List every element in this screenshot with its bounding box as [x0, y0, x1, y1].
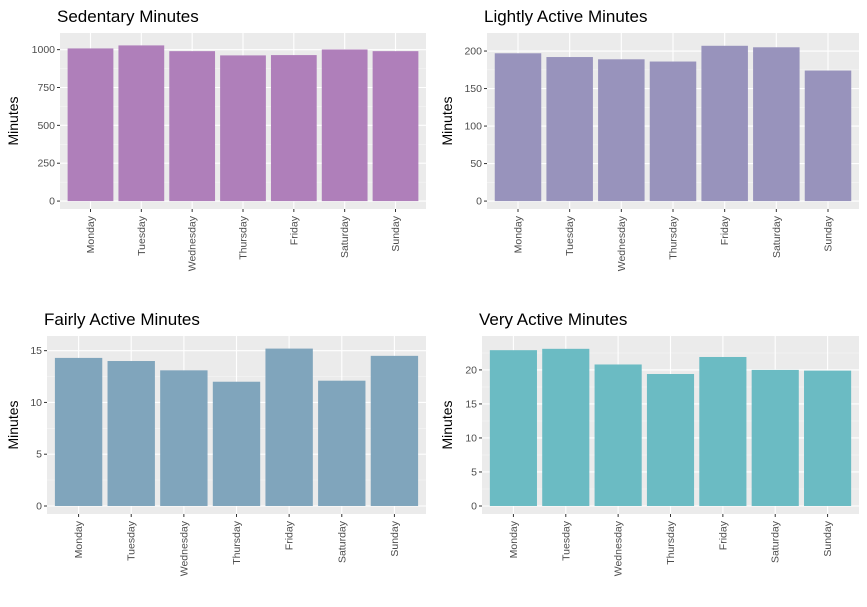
y-tick-label: 200 — [464, 46, 482, 58]
y-tick-label: 150 — [464, 83, 482, 95]
bar-tuesday — [107, 361, 155, 506]
chart-title: Lightly Active Minutes — [484, 7, 647, 26]
bar-tuesday — [118, 45, 165, 202]
chart-panel-4: 0 5 10 15 20 Monday Tuesday Wednesday Thursday Fr… — [439, 310, 859, 576]
x-tick-label: Sunday — [823, 215, 835, 251]
bar-saturday — [751, 369, 799, 506]
y-tick-label: 20 — [465, 364, 477, 376]
y-axis-label: Minutes — [439, 400, 455, 449]
x-tick-label: Monday — [513, 215, 525, 253]
y-tick-label: 15 — [465, 398, 477, 410]
y-tick-label: 50 — [470, 158, 482, 170]
bar-sunday — [370, 355, 419, 506]
y-tick-label: 5 — [471, 466, 477, 478]
y-tick-label: 1000 — [32, 44, 56, 56]
x-tick-label: Monday — [73, 520, 85, 558]
y-axis-label: Minutes — [5, 400, 21, 449]
bar-friday — [699, 356, 747, 506]
bar-monday — [54, 357, 103, 506]
bar-wednesday — [169, 51, 216, 202]
y-tick-label: 10 — [30, 397, 42, 409]
x-tick-label: Monday — [85, 215, 97, 253]
x-tick-label: Thursday — [665, 520, 677, 565]
x-tick-label: Tuesday — [136, 215, 148, 256]
chart-panel-2: 0 50 100 150 200 Monday Tuesday Wednesday Thursd… — [439, 7, 859, 271]
bar-friday — [701, 45, 748, 202]
bar-thursday — [649, 61, 697, 202]
bar-wednesday — [594, 364, 642, 506]
chart-panel-3: 0 5 10 15 Monday Tuesday Wednesday Thursday Frid… — [5, 310, 426, 576]
chart-title: Very Active Minutes — [479, 310, 627, 329]
x-tick-label: Saturday — [336, 520, 348, 563]
y-tick-label: 250 — [37, 158, 55, 170]
x-tick-label: Saturday — [771, 215, 783, 258]
x-tick-label: Sunday — [389, 520, 401, 556]
bar-tuesday — [546, 57, 593, 202]
x-tick-label: Sunday — [390, 215, 402, 251]
bar-saturday — [318, 380, 366, 506]
bar-sunday — [804, 370, 852, 506]
bar-friday — [270, 55, 317, 202]
bar-sunday — [372, 51, 419, 202]
y-tick-label: 15 — [30, 345, 42, 357]
x-tick-label: Monday — [508, 520, 520, 558]
chart-title: Fairly Active Minutes — [44, 310, 200, 329]
y-tick-label: 10 — [465, 432, 477, 444]
bar-monday — [494, 53, 542, 202]
x-tick-label: Thursday — [231, 520, 243, 565]
y-tick-label: 500 — [37, 120, 55, 132]
y-tick-label: 750 — [37, 82, 55, 94]
y-tick-label: 0 — [49, 196, 55, 208]
bar-monday — [67, 48, 114, 202]
bar-sunday — [804, 70, 852, 202]
x-tick-label: Friday — [288, 215, 300, 245]
chart-panel-1: 0 250 500 750 1000 Monday Tuesday Wednesday Thur… — [5, 7, 426, 271]
bar-thursday — [220, 55, 266, 202]
x-tick-label: Tuesday — [560, 520, 572, 561]
bar-wednesday — [160, 370, 208, 506]
x-tick-label: Friday — [284, 520, 296, 550]
x-tick-label: Thursday — [238, 215, 250, 260]
x-tick-label: Wednesday — [178, 520, 190, 576]
x-tick-label: Wednesday — [613, 520, 625, 576]
y-tick-label: 0 — [476, 196, 482, 208]
y-tick-label: 100 — [464, 121, 482, 133]
x-tick-label: Tuesday — [564, 215, 576, 256]
x-tick-label: Tuesday — [126, 520, 138, 561]
bar-thursday — [646, 373, 695, 506]
y-axis-label: Minutes — [439, 96, 455, 145]
y-axis-label: Minutes — [5, 96, 21, 145]
bar-tuesday — [542, 348, 590, 506]
bar-monday — [489, 350, 537, 506]
bar-saturday — [753, 47, 800, 202]
y-tick-label: 5 — [36, 449, 42, 461]
x-tick-label: Wednesday — [616, 215, 628, 271]
x-tick-label: Saturday — [339, 215, 351, 258]
bar-saturday — [321, 49, 368, 202]
bar-friday — [265, 348, 313, 506]
x-tick-label: Sunday — [822, 520, 834, 556]
bar-thursday — [212, 381, 261, 506]
y-tick-label: 0 — [36, 500, 42, 512]
x-tick-label: Saturday — [770, 520, 782, 563]
x-tick-label: Wednesday — [187, 215, 199, 271]
x-tick-label: Friday — [717, 520, 729, 550]
y-tick-label: 0 — [471, 500, 477, 512]
x-tick-label: Thursday — [668, 215, 680, 260]
chart-title: Sedentary Minutes — [57, 7, 199, 26]
x-tick-label: Friday — [719, 215, 731, 245]
bar-wednesday — [598, 59, 645, 202]
